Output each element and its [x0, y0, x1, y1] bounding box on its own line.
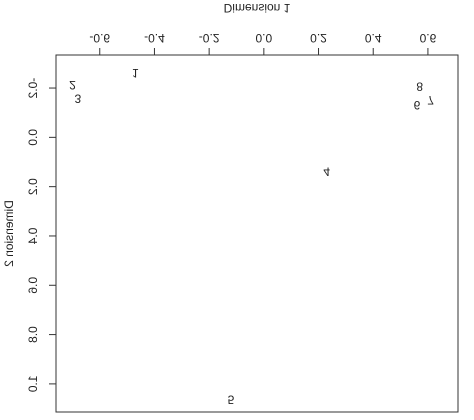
point-label: 6	[414, 98, 421, 112]
y-axis-label: Dimension 2	[2, 200, 16, 267]
point-label: 2	[69, 78, 76, 92]
x-axis-label: Dimension 1	[224, 1, 291, 15]
point-label: 7	[427, 93, 434, 107]
x-tick-label: 0.2	[310, 31, 327, 45]
point-label: 5	[228, 393, 235, 407]
plot-area: -0.6 -0.4 -0.2 0.0 0.2 0.4 0.6 -0.2 0.0 0.2 0.4 0.6…	[2, 1, 459, 413]
x-tick-label: -0.2	[199, 31, 220, 45]
y-tick-label: 0.6	[26, 277, 40, 294]
x-tick-label: -0.6	[89, 31, 110, 45]
x-tick-label: 0.6	[420, 31, 437, 45]
y-tick-label: -0.2	[26, 78, 40, 99]
plot-frame	[55, 54, 459, 413]
point-label: 4	[323, 164, 330, 178]
point-label: 1	[132, 66, 139, 80]
y-tick-label: 0.4	[26, 228, 40, 245]
y-tick-label: 0.8	[26, 326, 40, 343]
point-label: 8	[416, 79, 423, 93]
point-label: 3	[75, 92, 82, 106]
x-tick-label: 0.4	[365, 31, 382, 45]
x-tick-label: 0.0	[255, 31, 272, 45]
x-tick-label: -0.4	[144, 31, 165, 45]
y-tick-label: 1.0	[26, 376, 40, 393]
y-tick-label: 0.0	[26, 129, 40, 146]
y-tick-label: 0.2	[26, 178, 40, 195]
